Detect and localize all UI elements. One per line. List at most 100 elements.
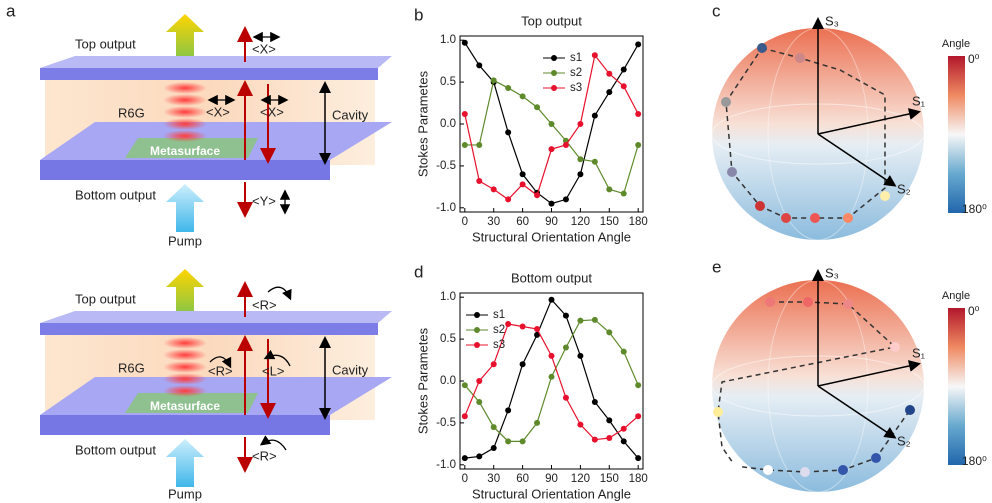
label: Bottom output: [75, 187, 156, 202]
data-point: [635, 110, 642, 117]
label: <X>: [252, 41, 276, 56]
data-point: [606, 434, 613, 441]
setup-top-labels: Top output <X> R6G <X> <X> Cavity Metasu…: [75, 36, 369, 248]
label: Cavity: [332, 362, 369, 377]
x-tick-label: 90: [545, 473, 558, 485]
x-tick-label: 60: [516, 473, 529, 485]
legend-label: s1: [493, 309, 505, 321]
colorbar-title: Angle: [942, 290, 970, 302]
data-point: [548, 296, 555, 303]
y-tick-label: 0.5: [440, 333, 456, 345]
data-point: [591, 436, 598, 443]
legend-marker: [551, 85, 557, 91]
data-point: [490, 186, 497, 193]
axis-label: S₂: [897, 433, 911, 448]
label: Metasurface: [150, 399, 220, 413]
data-point: [519, 181, 526, 188]
data-point: [606, 329, 613, 336]
data-point: [461, 141, 468, 148]
label: Pump: [168, 486, 202, 501]
data-point: [577, 171, 584, 178]
x-tick-label: 30: [487, 216, 500, 228]
y-tick-label: 1.0: [440, 34, 456, 46]
panel-label: b: [414, 5, 423, 24]
data-point: [635, 413, 642, 420]
x-tick-label: 180: [629, 473, 648, 485]
x-tick-label: 120: [571, 216, 590, 228]
axis-label: S₃: [825, 13, 839, 28]
chart: d Bottom output -1.0 -0.5 0.0 0.5 1.0 0 30 60 90 12…: [414, 262, 648, 501]
data-point: [534, 419, 541, 426]
data-point: [577, 156, 584, 163]
label: R6G: [118, 360, 145, 375]
y-axis-label: Stokes Parametes: [415, 70, 430, 177]
label: <R>: [252, 297, 277, 312]
x-tick-label: 0: [462, 473, 468, 485]
panel-label: c: [712, 1, 721, 20]
data-point: [461, 413, 468, 420]
legend-label: s2: [493, 324, 505, 336]
label: Metasurface: [150, 144, 220, 158]
data-point: [461, 110, 468, 117]
data-point: [548, 200, 555, 207]
legend-marker: [474, 342, 480, 348]
data-point: [577, 317, 584, 324]
legend-marker: [551, 55, 557, 61]
data-point: [461, 455, 468, 462]
data-point: [505, 84, 512, 91]
colorbar-label: 180⁰: [962, 454, 987, 468]
data-point: [490, 77, 497, 84]
data-point: [519, 438, 526, 445]
data-point: [591, 52, 598, 59]
chart-title: Bottom output: [511, 270, 592, 285]
data-point: [562, 141, 569, 148]
data-point: [505, 407, 512, 414]
data-point: [591, 112, 598, 119]
data-point: [606, 186, 613, 193]
data-point: [519, 361, 526, 368]
data-point: [519, 171, 526, 178]
label: Cavity: [332, 107, 369, 122]
data-point: [620, 348, 627, 355]
legend-marker: [551, 70, 557, 76]
data-point: [562, 196, 569, 203]
data-point: [476, 398, 483, 405]
chart: b Top output -1.0 -0.5 0.0 0.5 1.0 0 30 60 90 120 15…: [414, 5, 648, 244]
x-tick-label: 0: [462, 216, 468, 228]
data-point: [534, 104, 541, 111]
label: <L>: [262, 363, 284, 378]
legend-marker: [474, 327, 480, 333]
data-point: [519, 93, 526, 100]
data-point: [534, 192, 541, 199]
data-point: [548, 373, 555, 380]
y-tick-label: 1.0: [440, 291, 456, 303]
legend-label: s3: [493, 339, 505, 351]
data-point: [461, 382, 468, 389]
x-tick-label: 60: [516, 216, 529, 228]
data-point: [620, 190, 627, 197]
data-point: [562, 312, 569, 319]
x-tick-label: 150: [600, 473, 619, 485]
data-point: [505, 321, 512, 328]
y-tick-label: -0.5: [436, 160, 456, 172]
data-point: [461, 39, 468, 46]
panel-label: d: [414, 262, 423, 281]
panel-label: a: [6, 1, 16, 20]
data-point: [476, 453, 483, 460]
y-tick-label: -1.0: [436, 202, 456, 214]
sphere-labels: c S₃ S₁ S₂ Angle 0⁰ 180⁰ e S₃ S₁ S₂ Angl…: [712, 1, 987, 468]
x-tick-label: 120: [571, 473, 590, 485]
y-axis-label: Stokes Parametes: [415, 327, 430, 434]
x-axis-label: Structural Orientation Angle: [472, 486, 631, 501]
data-point: [606, 417, 613, 424]
data-point: [620, 425, 627, 432]
x-tick-label: 30: [487, 473, 500, 485]
plot-frame: [459, 292, 644, 470]
data-point: [490, 424, 497, 431]
label: <R>: [208, 363, 233, 378]
colorbar-title: Angle: [942, 38, 970, 50]
axis-label: S₁: [912, 93, 926, 108]
data-point: [577, 421, 584, 428]
label: <R>: [252, 448, 277, 463]
